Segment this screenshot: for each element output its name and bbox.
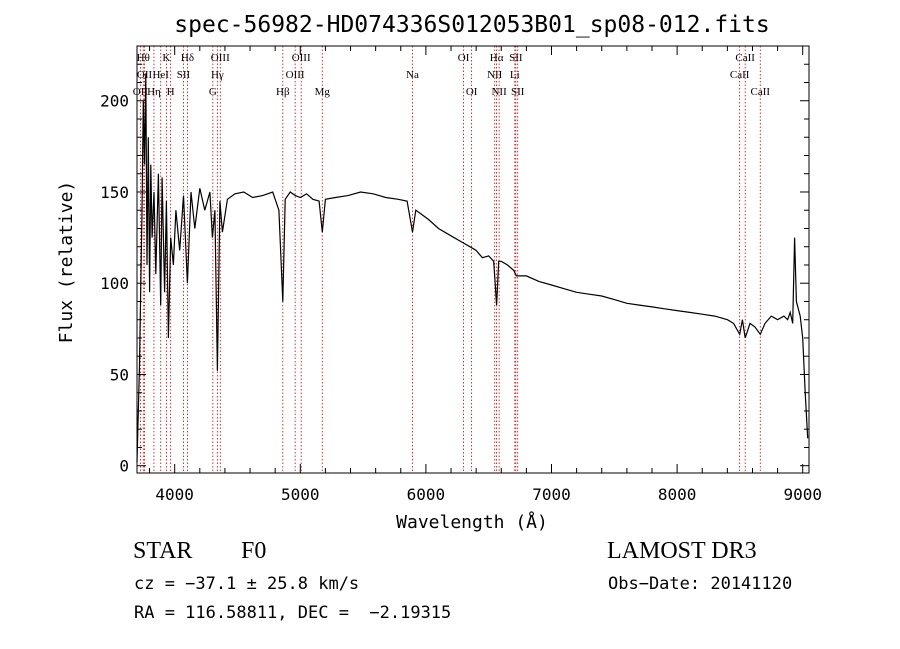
x-tick-label: 8000 (658, 485, 697, 504)
y-tick-label: 100 (100, 274, 129, 293)
object-subclass: F0 (241, 538, 267, 564)
redshift-velocity: cz = −37.1 ± 25.8 km/s (134, 574, 360, 594)
spectral-line-labels: OIIHθOIIHηHeIKHSIIHδGHγOIIIHβOIIIOIIIMgN… (133, 52, 771, 98)
spectral-line-markers (139, 46, 761, 473)
line-label-26: CaII (735, 52, 755, 64)
spectrum-line (136, 73, 809, 463)
line-label-25: CaII (730, 69, 750, 81)
observation-date: Obs−Date: 20141120 (608, 574, 793, 594)
y-tick-label: 150 (100, 183, 129, 202)
line-label-12: Hβ (276, 86, 290, 98)
line-label-2: OII (137, 69, 153, 81)
line-label-22: Li (510, 69, 520, 81)
line-label-23: SII (509, 52, 523, 64)
line-label-6: H (167, 86, 175, 98)
x-tick-label: 7000 (532, 485, 571, 504)
line-label-21: NII (491, 86, 507, 98)
line-label-17: OI (458, 52, 470, 64)
line-label-4: HeI (152, 69, 169, 81)
x-axis-ticks: 4000 5000 6000 7000 8000 9000 (149, 46, 822, 504)
line-label-8: Hδ (181, 52, 194, 64)
line-label-3: Hη (147, 86, 161, 98)
x-tick-label: 5000 (281, 485, 320, 504)
chart-title: spec-56982-HD074336S012053B01_sp08-012.f… (174, 12, 769, 38)
line-label-11: OIII (211, 52, 230, 64)
line-label-10: Hγ (211, 69, 224, 81)
line-label-16: Na (406, 69, 419, 81)
line-label-19: NII (487, 69, 503, 81)
line-label-1: Hθ (137, 52, 150, 64)
line-label-24: SII (511, 86, 525, 98)
line-label-9: G (209, 86, 217, 98)
y-tick-label: 200 (100, 92, 129, 111)
y-tick-label: 50 (110, 365, 129, 384)
x-tick-label: 6000 (407, 485, 446, 504)
line-label-20: Hα (490, 52, 504, 64)
line-label-7: SII (177, 69, 191, 81)
plot-frame (136, 45, 810, 474)
line-label-27: CaII (750, 86, 770, 98)
x-tick-label: 4000 (155, 485, 194, 504)
x-axis-label: Wavelength (Å) (396, 511, 548, 533)
x-tick-label: 9000 (783, 485, 822, 504)
y-axis-label: Flux (relative) (56, 181, 77, 344)
y-tick-label: 0 (119, 457, 129, 476)
coordinates: RA = 116.58811, DEC = −2.19315 (134, 603, 452, 623)
survey-name: LAMOST DR3 (607, 538, 757, 564)
line-label-14: OIII (292, 52, 311, 64)
line-label-5: K (162, 52, 170, 64)
line-label-15: Mg (315, 86, 331, 98)
object-class: STAR (133, 538, 193, 564)
line-label-13: OIII (286, 69, 305, 81)
line-label-18: OI (466, 86, 478, 98)
y-axis-ticks: 0 50 100 150 200 (100, 63, 809, 476)
